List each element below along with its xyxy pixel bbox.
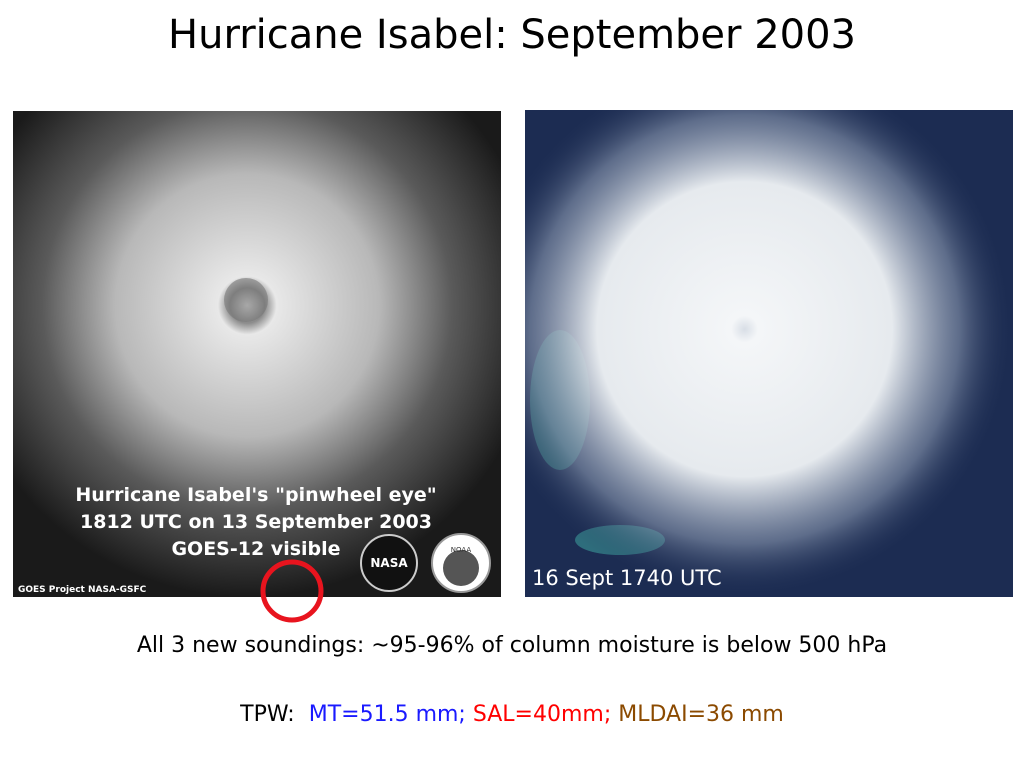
tpw-value: SAL=40mm; (473, 702, 611, 727)
nasa-logo (360, 534, 418, 592)
highlight-circle (260, 559, 324, 623)
logo-label: NASA (370, 556, 408, 570)
tpw-value: MT=51.5 mm; (309, 702, 466, 727)
image-caption: 16 Sept 1740 UTC (532, 566, 722, 590)
logo-label: NOAA (451, 546, 472, 554)
cloud-mass (525, 110, 1013, 597)
summary-text: All 3 new soundings: ~95-96% of column m… (137, 633, 887, 658)
tpw-label: TPW: (239, 702, 295, 727)
noaa-emblem (443, 550, 479, 586)
tpw-value: MLDAI=36 mm (618, 702, 784, 727)
image-caption: 1812 UTC on 13 September 2003 (80, 511, 432, 533)
modis-image: 16 Sept 1740 UTC (525, 110, 1013, 597)
hurricane-eye (224, 278, 268, 322)
image-caption: GOES-12 visible (171, 538, 340, 560)
image-background (13, 111, 501, 597)
tpw-line: TPW: MT=51.5 mm; SAL=40mm; MLDAI=36 mm (239, 702, 784, 727)
slide-title: Hurricane Isabel: September 2003 (168, 12, 856, 58)
image-caption: Hurricane Isabel's "pinwheel eye" (75, 484, 436, 506)
image-credit: GOES Project NASA-GSFC (18, 585, 147, 595)
goes-image: Hurricane Isabel's "pinwheel eye" 1812 U… (13, 111, 501, 597)
